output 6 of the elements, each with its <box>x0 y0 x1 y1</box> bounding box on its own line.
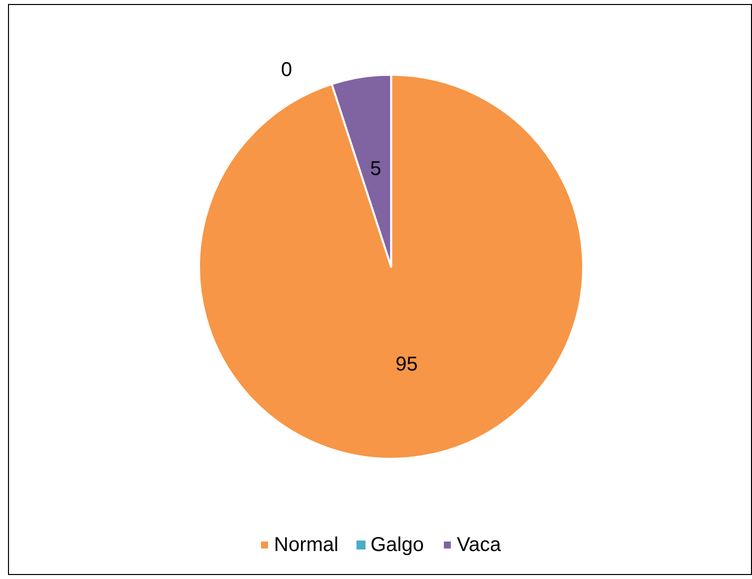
data-label: 95 <box>395 354 418 376</box>
legend-label: Vaca <box>456 534 502 556</box>
text: 0 <box>281 58 292 81</box>
data-label: 5 <box>370 158 382 180</box>
legend-label: Normal <box>274 534 338 556</box>
legend-label: Galgo <box>370 534 424 556</box>
